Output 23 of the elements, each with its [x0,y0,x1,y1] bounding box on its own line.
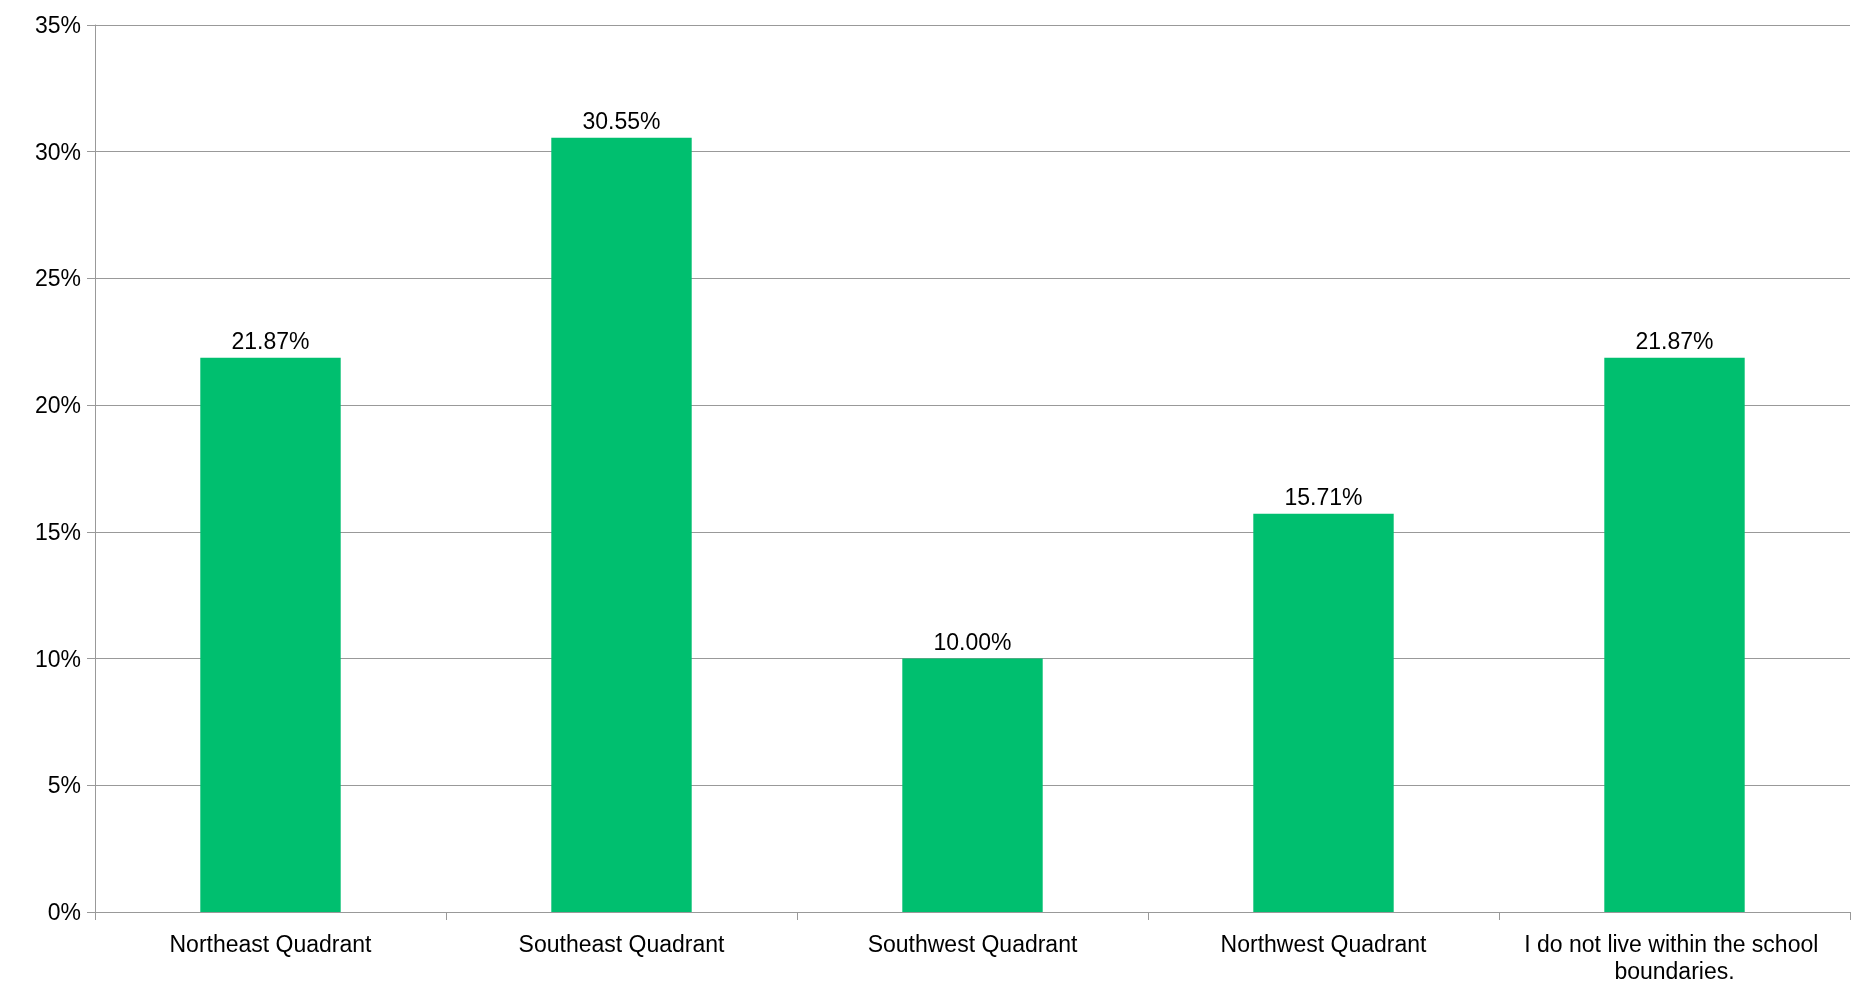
x-tick-label: Northwest Quadrant [1220,930,1428,957]
y-tick-label: 15% [34,518,81,545]
bar [1604,357,1745,912]
y-tick-label: 10% [34,645,81,672]
y-tick-label: 20% [34,392,81,419]
bar [902,658,1043,912]
x-tick-label: Southeast Quadrant [518,930,726,957]
x-tick-label: Southwest Quadrant [867,930,1078,957]
bar [1253,513,1394,912]
data-label: 21.87% [231,328,310,355]
y-tick-label: 0% [47,899,81,925]
x-tick-label: I do not live within the school boundaries. [1524,930,1825,984]
data-label: 30.55% [582,108,661,135]
y-tick-label: 25% [34,265,81,292]
data-label: 21.87% [1635,328,1714,355]
x-tick-label: Northeast Quadrant [169,930,373,957]
y-tick-label: 5% [47,772,81,799]
y-tick-label: 35% [34,12,81,38]
bar [551,137,692,912]
data-label: 10.00% [933,629,1012,656]
y-tick-label: 30% [34,138,81,165]
bar [200,357,341,912]
data-label: 15.71% [1284,484,1363,511]
